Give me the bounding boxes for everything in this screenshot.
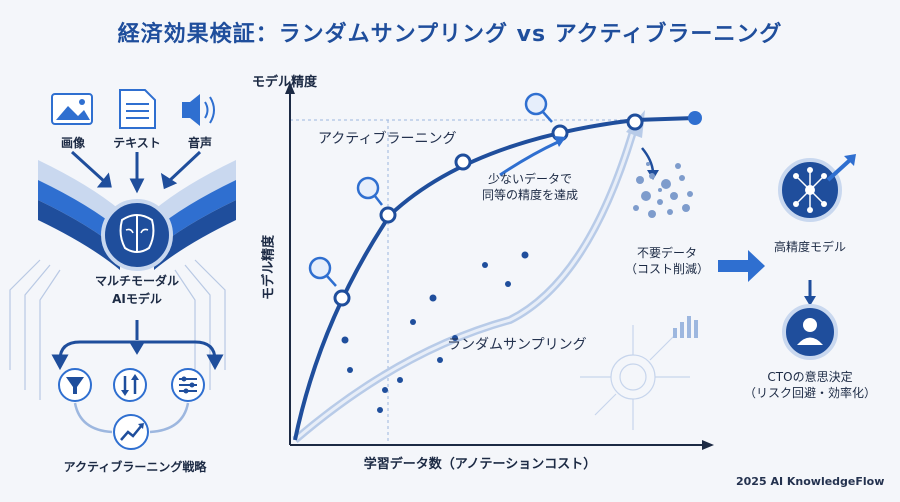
sort-icon (113, 368, 147, 402)
active-learning-label: アクティブラーニング (318, 131, 457, 147)
sliders-icon (171, 368, 205, 402)
note-arrowhead (554, 136, 566, 147)
speaker-icon (182, 94, 215, 126)
strategy-label: アクティブラーニング戦略 (63, 460, 207, 474)
random-sampling-curve-highlight (294, 124, 637, 442)
cto-line2: （リスク回避・効率化） (743, 386, 876, 400)
circuit-lines (9, 259, 226, 400)
growth-arrow-icon (826, 154, 856, 182)
down-arrowhead (804, 296, 816, 306)
magnifier-icon (308, 92, 553, 287)
waste-line2: （コスト削減） (624, 262, 709, 276)
curve-end-point (688, 111, 702, 125)
y-top-label: モデル精度 (252, 75, 318, 90)
network-icon (778, 158, 842, 222)
waste-particles (633, 162, 693, 218)
model-label-line1: マルチモーダル (94, 274, 179, 288)
note-line1: 少ないデータで (487, 172, 572, 186)
split-arrows (51, 320, 224, 371)
trend-icon (113, 414, 149, 450)
funnel-icon (58, 368, 92, 402)
waste-arrow (641, 147, 655, 173)
mini-bars (673, 316, 698, 338)
pipeline-graphic (9, 89, 236, 450)
random-sampling-label: ランダムサンプリング (447, 337, 587, 353)
note-line2: 同等の精度を達成 (481, 188, 578, 202)
right-flow-graphic (633, 154, 856, 360)
x-axis-label: 学習データ数（アノテーションコスト） (363, 457, 597, 472)
cycle-arrows (73, 402, 190, 434)
cto-line1: CTOの意思決定 (767, 370, 853, 384)
user-icon (782, 304, 838, 360)
credit-text: 2025 AI KnowledgeFlow (736, 475, 885, 488)
input-audio-label: 音声 (187, 136, 212, 150)
y-axis-label: モデル精度 (261, 235, 277, 301)
model-label-line2: AIモデル (112, 292, 162, 306)
y-axis-arrowhead (285, 82, 295, 94)
brain-icon (101, 199, 173, 271)
page-title: 経済効果検証：ランダムサンプリング vs アクティブラーニング (117, 22, 783, 47)
result-arrow (718, 250, 765, 282)
circuit-motif (580, 325, 690, 430)
comparison-chart (285, 82, 714, 450)
input-text-label: テキスト (113, 136, 161, 150)
image-icon (51, 93, 93, 125)
document-icon (119, 89, 156, 129)
input-image-label: 画像 (60, 136, 85, 150)
x-axis-arrowhead (702, 440, 714, 450)
note-arrow (499, 140, 559, 177)
model-wings (38, 160, 236, 270)
random-sample-points (341, 251, 529, 413)
high-model-label: 高精度モデル (773, 240, 846, 254)
waste-line1: 不要データ (636, 246, 697, 260)
input-arrows (70, 150, 202, 194)
